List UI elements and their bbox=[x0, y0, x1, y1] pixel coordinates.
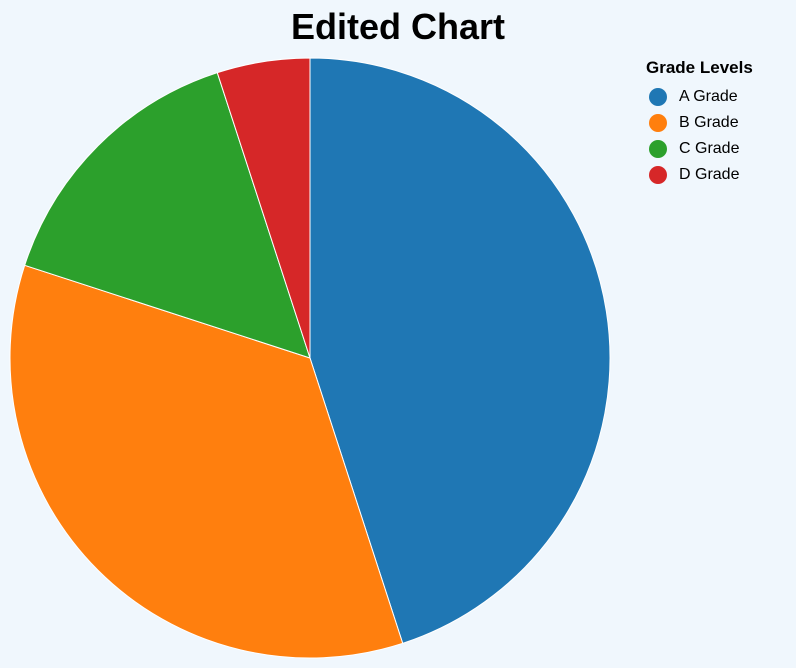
legend-label: C Grade bbox=[679, 140, 740, 157]
chart-title: Edited Chart bbox=[290, 6, 505, 47]
pie-slice-c-grade bbox=[24, 72, 311, 359]
legend: Grade Levels A Grade B Grade C Grade D Grad… bbox=[646, 58, 753, 188]
pie-slice-a-grade bbox=[309, 57, 611, 644]
legend-swatch bbox=[649, 88, 667, 106]
legend-label: A Grade bbox=[679, 88, 738, 105]
pie-slice-b-grade bbox=[9, 264, 404, 659]
pie-slices bbox=[9, 57, 611, 659]
legend-items: A Grade B Grade C Grade D Grade bbox=[646, 84, 753, 188]
legend-swatch bbox=[649, 140, 667, 158]
pie-slice-d-grade bbox=[216, 57, 311, 359]
legend-item: D Grade bbox=[646, 162, 753, 188]
legend-item: A Grade bbox=[646, 84, 753, 110]
legend-swatch bbox=[649, 166, 667, 184]
legend-item: B Grade bbox=[646, 110, 753, 136]
legend-item: C Grade bbox=[646, 136, 753, 162]
legend-title: Grade Levels bbox=[646, 58, 753, 77]
legend-swatch bbox=[649, 114, 667, 132]
legend-label: B Grade bbox=[679, 114, 739, 131]
legend-label: D Grade bbox=[679, 166, 740, 183]
